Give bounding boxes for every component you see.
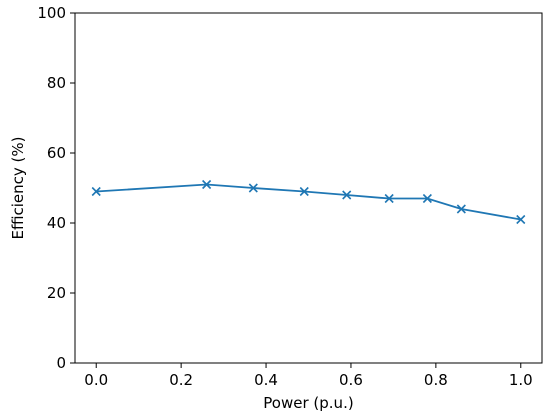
x-tick-label: 0.0 [84,371,108,389]
y-tick-label: 60 [47,144,66,162]
data-point-marker [342,190,352,200]
data-point-marker [456,204,466,214]
series-layer [91,179,526,225]
data-point-marker [202,179,212,190]
data-point-marker [91,186,101,197]
y-tick-label: 40 [47,214,66,232]
x-tick-label: 1.0 [509,371,533,389]
data-point-marker [384,193,394,204]
x-tick-label: 0.6 [339,371,363,389]
y-axis-label: Efficiency (%) [9,137,27,240]
data-point-marker [248,183,258,193]
x-axis-label: Power (p.u.) [263,394,353,412]
data-point-marker [516,214,526,225]
y-tick-label: 100 [37,4,66,22]
ticks-layer: 0.0 0.2 0.4 0.6 0.8 1.0 0 20 40 60 80 100 [37,4,532,389]
y-tick-label: 20 [47,284,66,302]
y-tick-label: 0 [56,354,66,372]
plot-frame [74,12,543,364]
y-tick-label: 80 [47,74,66,92]
x-tick-label: 0.8 [424,371,448,389]
data-point-marker [422,193,432,204]
x-tick-label: 0.4 [254,371,278,389]
x-tick-label: 0.2 [169,371,193,389]
data-point-marker [299,186,309,197]
